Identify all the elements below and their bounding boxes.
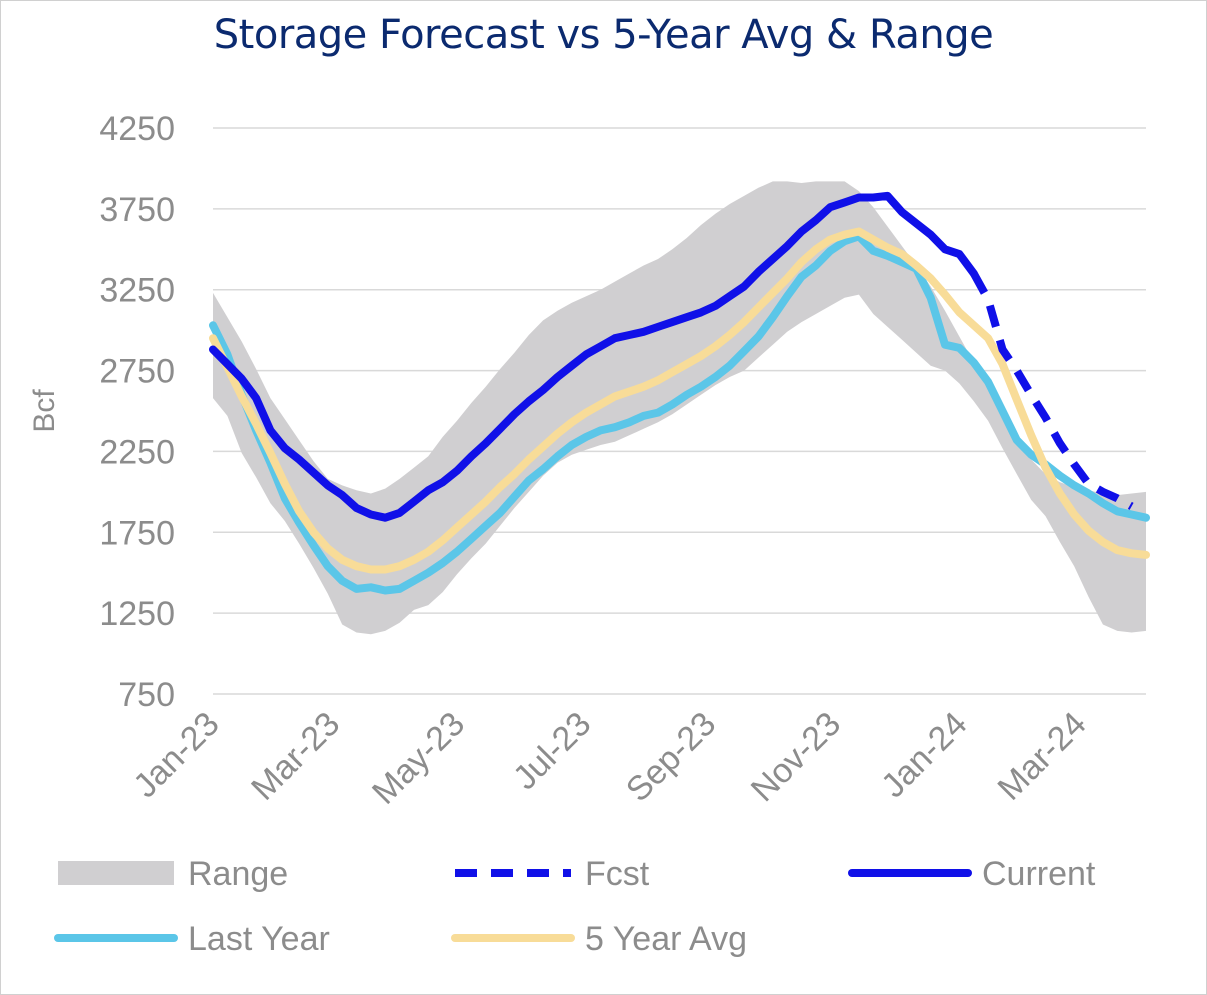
plot-area	[209, 181, 1150, 635]
legend-item-current: Current	[848, 855, 1096, 893]
x-tick-label: Sep-23	[619, 705, 723, 809]
y-tick-label: 2750	[99, 353, 175, 391]
x-tick-label: Mar-23	[244, 705, 347, 808]
legend-label: Fcst	[585, 855, 650, 893]
y-tick-label: 1750	[99, 514, 175, 552]
x-tick-label: Jan-24	[874, 705, 974, 805]
legend-item-last-year: Last Year	[54, 920, 330, 958]
range-band	[213, 181, 1146, 635]
legend-label: Range	[188, 855, 288, 893]
legend-label: Last Year	[188, 920, 330, 958]
y-tick-label: 2250	[99, 433, 175, 471]
legend-item-range: Range	[58, 855, 288, 893]
series-current	[209, 191, 978, 522]
x-tick-label: Mar-24	[991, 705, 1094, 808]
legend-label: 5 Year Avg	[585, 920, 747, 958]
legend-item-fcst: Fcst	[455, 855, 650, 893]
y-tick-label: 1250	[99, 595, 175, 633]
legend-swatch	[58, 861, 174, 885]
x-tick-label: Jul-23	[506, 705, 598, 797]
legend-label: Current	[982, 855, 1096, 893]
series-last-year	[209, 232, 1150, 595]
x-axis-ticks: Jan-23 Mar-23 May-23 Jul-23 Sep-23 Nov-23 Jan-…	[126, 705, 1093, 812]
legend: Range Fcst Current Last Year 5 Year Avg	[54, 855, 1096, 958]
x-tick-label: Nov-23	[744, 705, 848, 809]
y-axis-ticks: 750 1250 1750 2250 2750 3250 3750 4250	[99, 110, 175, 714]
y-axis-label: Bcf	[28, 389, 61, 433]
x-tick-label: May-23	[365, 705, 472, 812]
y-tick-label: 4250	[99, 110, 175, 148]
y-tick-label: 3250	[99, 272, 175, 310]
y-tick-label: 750	[118, 676, 175, 714]
series-fcst	[970, 271, 1134, 510]
chart-title: Storage Forecast vs 5-Year Avg & Range	[213, 12, 994, 58]
x-tick-label: Jan-23	[126, 705, 226, 805]
y-tick-label: 3750	[99, 191, 175, 229]
series-5-year-avg	[209, 227, 1150, 574]
legend-item-avg5: 5 Year Avg	[451, 920, 747, 958]
